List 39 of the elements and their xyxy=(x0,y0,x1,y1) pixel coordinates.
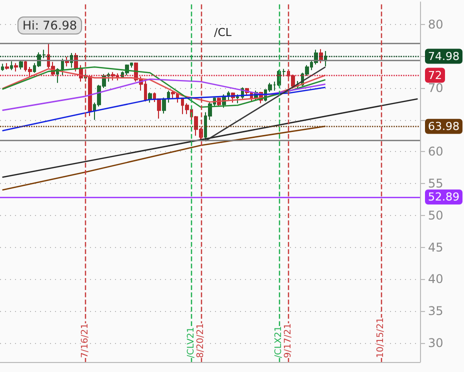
ref-line-label: 63.98 xyxy=(428,120,460,133)
ref-line-label: 52.89 xyxy=(428,190,460,204)
candlestick xyxy=(153,92,156,103)
candlestick xyxy=(324,50,327,67)
candlestick xyxy=(291,74,295,90)
candlestick xyxy=(236,94,239,104)
candlestick xyxy=(19,59,23,70)
candlestick xyxy=(1,63,4,72)
candlestick xyxy=(61,58,64,76)
annotation: Hi: 76.98 xyxy=(22,18,78,33)
x-tick-label: /CLV21 xyxy=(186,327,197,358)
x-tick-label: 7/16/21 xyxy=(80,323,90,358)
candlestick xyxy=(5,62,9,70)
line-series xyxy=(2,126,326,191)
y-tick-label: 80 xyxy=(428,17,444,32)
ref-line-label: 72 xyxy=(428,68,442,82)
x-tick-label: 9/17/21 xyxy=(283,323,294,358)
candlestick xyxy=(10,60,13,71)
line-series xyxy=(2,86,326,132)
candlestick xyxy=(88,74,92,117)
x-tick-label: /CLX21 xyxy=(274,326,284,358)
y-tick-label: 40 xyxy=(428,272,444,286)
candlestick xyxy=(157,98,161,120)
ref-line-label: 74.98 xyxy=(428,50,460,63)
y-tick-label: 70 xyxy=(428,81,444,96)
candlestick xyxy=(171,90,175,99)
y-tick-label: 50 xyxy=(428,208,444,222)
line-series xyxy=(2,78,326,111)
y-tick-label: 35 xyxy=(428,304,444,318)
y-tick-label: 55 xyxy=(428,176,444,191)
candlestick xyxy=(14,62,18,72)
y-tick-label: 60 xyxy=(428,144,444,159)
x-tick-label: 8/20/21 xyxy=(196,323,206,358)
y-tick-label: 45 xyxy=(428,240,444,254)
annotation: /CL xyxy=(214,26,232,39)
candlestick xyxy=(162,98,166,114)
x-tick-label: 10/15/21 xyxy=(376,318,386,358)
y-tick-label: 30 xyxy=(428,336,444,350)
candlestick xyxy=(111,72,115,81)
